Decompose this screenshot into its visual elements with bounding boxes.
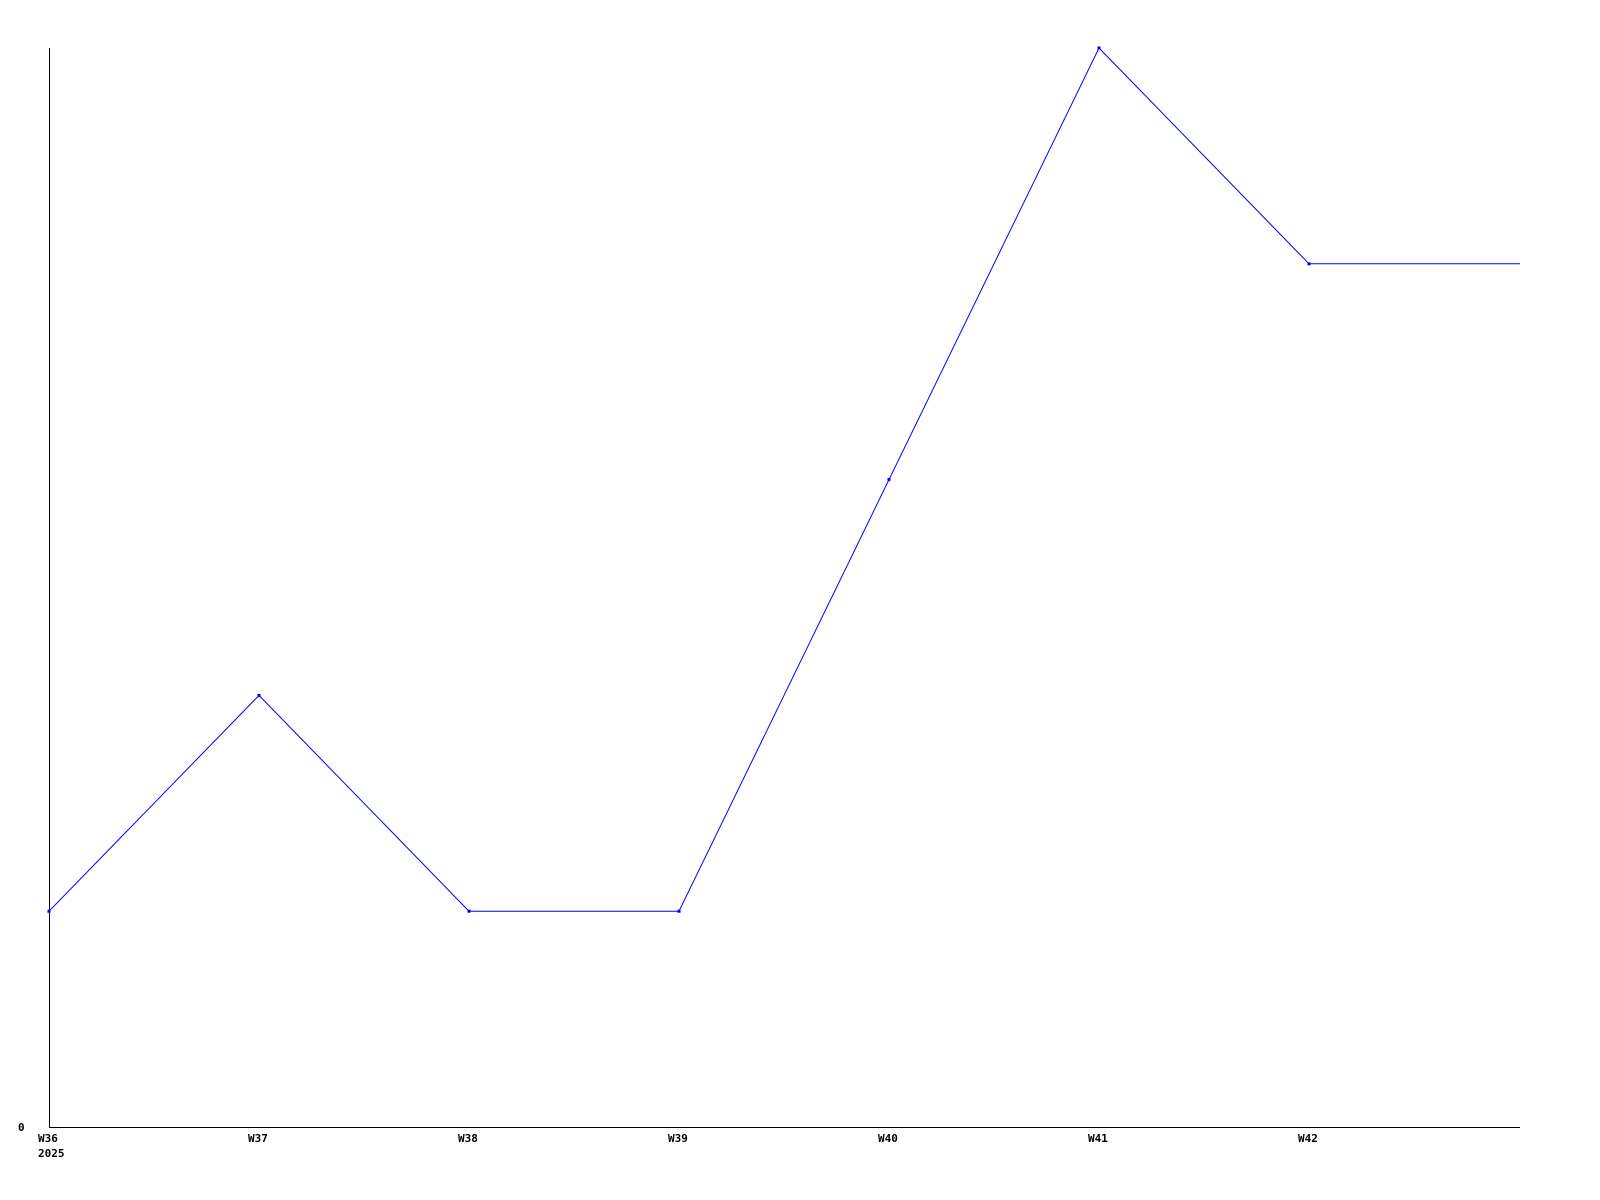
x-tick-label-w41: W41 <box>1088 1132 1108 1145</box>
series-line-0 <box>48 47 1520 912</box>
data-point-w40 <box>887 478 891 482</box>
data-point-w39 <box>677 909 681 913</box>
data-point-w36 <box>47 909 51 913</box>
x-tick-label-w40: W40 <box>878 1132 898 1145</box>
x-tick-label-w38: W38 <box>458 1132 478 1145</box>
data-point-w37 <box>257 693 261 697</box>
x-year-label: 2025 <box>38 1147 65 1160</box>
x-tick-label-w36: W36 <box>38 1132 58 1145</box>
x-tick-label-w39: W39 <box>668 1132 688 1145</box>
data-point-w38 <box>467 909 471 913</box>
x-tick-label-w37: W37 <box>248 1132 268 1145</box>
y-tick-label-0: 0 <box>18 1121 25 1134</box>
data-point-w41 <box>1097 46 1101 50</box>
data-point-w42 <box>1307 262 1311 266</box>
x-tick-label-w42: W42 <box>1298 1132 1318 1145</box>
